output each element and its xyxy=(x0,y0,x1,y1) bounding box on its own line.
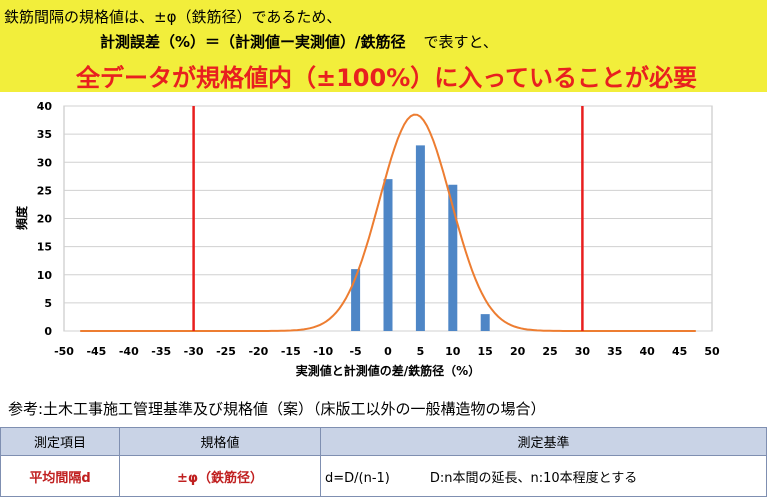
x-tick-label: -50 xyxy=(54,345,74,358)
x-tick-label: 50 xyxy=(704,345,720,358)
x-tick-label: -40 xyxy=(119,345,139,358)
table-row: 平均間隔d ±φ（鉄筋径） d=D/(n-1) D:n本間の延長、n:10本程度と… xyxy=(0,455,767,497)
x-tick-label: -35 xyxy=(151,345,171,358)
row-formula: d=D/(n-1) xyxy=(325,470,390,486)
summary-banner: 鉄筋間隔の規格値は、±φ（鉄筋径）であるため、 計測誤差（%）＝（計測値ー実測値… xyxy=(0,0,767,92)
x-tick-label: 10 xyxy=(445,345,461,358)
x-tick-label: 25 xyxy=(542,345,557,358)
histogram-bar xyxy=(448,184,458,331)
x-tick-label: 40 xyxy=(640,345,656,358)
y-tick-label: 5 xyxy=(44,297,52,310)
y-tick-label: 35 xyxy=(37,128,52,141)
y-tick-label: 15 xyxy=(37,241,52,254)
histogram-bar xyxy=(383,179,393,331)
x-tick-label: -15 xyxy=(281,345,301,358)
y-tick-label: 10 xyxy=(37,269,53,282)
y-tick-label: 30 xyxy=(37,156,53,169)
x-tick-label: 5 xyxy=(417,345,425,358)
x-axis-label: 実測値と計測値の差/鉄筋径（%） xyxy=(296,363,480,378)
standard-table: 測定項目 規格値 測定基準 平均間隔d ±φ（鉄筋径） d=D/(n-1) D:n… xyxy=(0,426,767,497)
x-tick-label: -45 xyxy=(86,345,106,358)
row-spec: ±φ（鉄筋径） xyxy=(119,455,321,497)
normal-fit-curve xyxy=(80,113,696,332)
x-tick-label: -5 xyxy=(349,345,361,358)
x-tick-label: -10 xyxy=(313,345,333,358)
y-tick-label: 40 xyxy=(37,100,53,113)
x-tick-label: 45 xyxy=(672,345,687,358)
row-criteria: d=D/(n-1) D:n本間の延長、n:10本程度とする xyxy=(320,455,767,497)
error-formula-text: 計測誤差（%）＝（計測値ー実測値）/鉄筋径 xyxy=(100,33,406,51)
histogram-bar xyxy=(351,269,361,331)
x-tick-label: 35 xyxy=(607,345,622,358)
requirement-headline: 全データが規格値内（±100%）に入っていることが必要 xyxy=(76,64,698,92)
y-tick-label: 25 xyxy=(37,184,52,197)
reference-note: 参考:土木工事施工管理基準及び規格値（案）（床版工以外の一般構造物の場合） xyxy=(8,400,546,418)
header-item: 測定項目 xyxy=(0,426,120,457)
x-tick-label: 30 xyxy=(575,345,591,358)
x-tick-label: -20 xyxy=(248,345,268,358)
row-item: 平均間隔d xyxy=(0,455,120,497)
spec-explanation: 鉄筋間隔の規格値は、±φ（鉄筋径）であるため、 xyxy=(4,8,342,26)
row-note: D:n本間の延長、n:10本程度とする xyxy=(429,470,638,486)
y-tick-label: 20 xyxy=(37,213,53,226)
y-tick-label: 0 xyxy=(44,325,52,338)
histogram-bar xyxy=(415,145,425,331)
header-spec: 規格値 xyxy=(119,426,321,457)
x-tick-label: -30 xyxy=(184,345,204,358)
formula-tail: で表すと、 xyxy=(423,33,498,51)
header-criteria: 測定基準 xyxy=(320,426,767,457)
x-tick-label: -25 xyxy=(216,345,236,358)
histogram-bar xyxy=(480,314,490,331)
error-formula: 計測誤差（%）＝（計測値ー実測値）/鉄筋径 で表すと、 xyxy=(100,31,498,52)
table-header-row: 測定項目 規格値 測定基準 xyxy=(0,426,767,457)
x-tick-label: 20 xyxy=(510,345,526,358)
y-axis-label: 頻度 xyxy=(14,205,29,230)
x-tick-label: 0 xyxy=(384,345,392,358)
x-tick-label: 15 xyxy=(478,345,493,358)
